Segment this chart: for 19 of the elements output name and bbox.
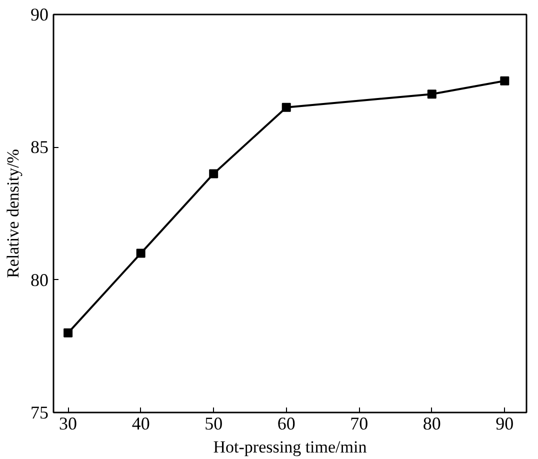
x-tick-label: 40 [132,414,150,434]
y-axis-title: Relative density/% [4,149,22,278]
point [282,102,291,112]
point [136,248,146,258]
x-tick-label: 30 [59,414,78,434]
x-tick-label: 60 [277,414,296,434]
x-tick-label: 70 [350,414,368,434]
y-tick-label: 75 [30,402,48,422]
y-tick-label: 80 [30,270,48,290]
x-tick-label: 80 [422,414,441,434]
y-tick-label: 85 [30,137,48,158]
y-tick-label: 90 [30,4,48,24]
x-axis-title: Hot-pressing time/min [213,438,368,456]
point [427,90,436,99]
point [500,76,510,86]
x-tick-label: 90 [496,414,514,434]
point [209,169,218,178]
x-tick-label: 50 [204,414,223,434]
point [64,328,73,338]
